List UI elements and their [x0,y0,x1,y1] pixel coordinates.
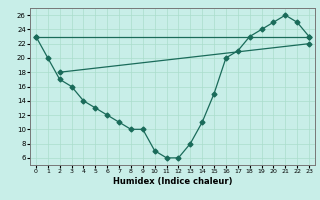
X-axis label: Humidex (Indice chaleur): Humidex (Indice chaleur) [113,177,232,186]
